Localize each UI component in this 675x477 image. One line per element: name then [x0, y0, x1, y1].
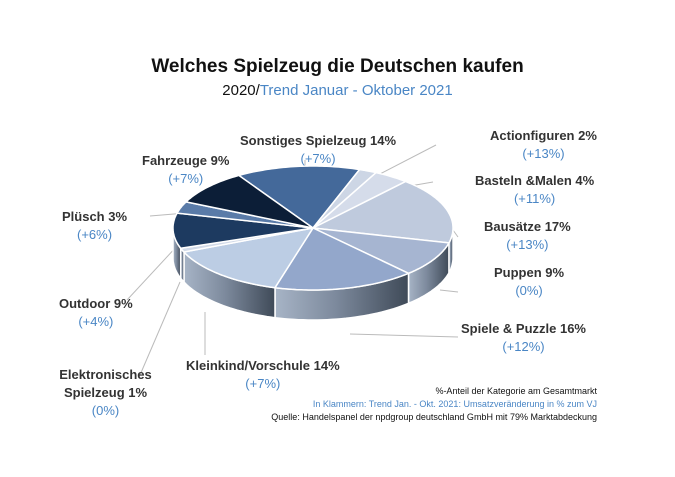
- footnote-share: %-Anteil der Kategorie am Gesamtmarkt: [435, 386, 597, 396]
- subtitle-trend: Trend Januar - Oktober 2021: [259, 82, 453, 99]
- label-bausaetze: Bausätze 17% (+13%): [484, 219, 571, 252]
- pie-slice-4: [312, 227, 451, 275]
- label-kleinkind: Kleinkind/Vorschule 14% (+7%): [186, 358, 340, 391]
- pie-slice-6: [182, 226, 315, 289]
- label-puppen: Puppen 9% (0%): [494, 265, 565, 298]
- pie-slice-0: [237, 165, 362, 230]
- footnote-trend: In Klammern: Trend Jan. - Okt. 2021: Ums…: [312, 399, 597, 409]
- chart-title: Welches Spielzeug die Deutschen kaufen: [151, 56, 524, 77]
- pie-slice-8: [172, 212, 314, 250]
- pie-slice-10: [184, 174, 314, 229]
- label-basteln: Basteln &Malen 4% (+11%): [475, 173, 595, 206]
- pie-slice-3: [310, 180, 454, 244]
- chart-subtitle: 2020/Trend Januar - Oktober 2021: [0, 82, 675, 99]
- label-outdoor: Outdoor 9% (+4%): [59, 296, 133, 329]
- label-spiele: Spiele & Puzzle 16% (+12%): [461, 321, 586, 354]
- label-pluesch: Plüsch 3% (+6%): [62, 209, 128, 242]
- footnote-source: Quelle: Handelspanel der npdgroup deutsc…: [271, 412, 597, 422]
- label-fahrzeuge: Fahrzeuge 9% (+7%): [142, 153, 230, 186]
- label-elektronisch: Elektronisches Spielzeug 1% (0%): [59, 367, 152, 418]
- pie-slice-2: [312, 171, 408, 229]
- subtitle-year: 2020/: [222, 82, 260, 99]
- label-sonstiges: Sonstiges Spielzeug 14% (+7%): [240, 133, 397, 166]
- label-actionfiguren: Actionfiguren 2% (+13%): [490, 128, 597, 161]
- pie-slice-5: [273, 227, 411, 291]
